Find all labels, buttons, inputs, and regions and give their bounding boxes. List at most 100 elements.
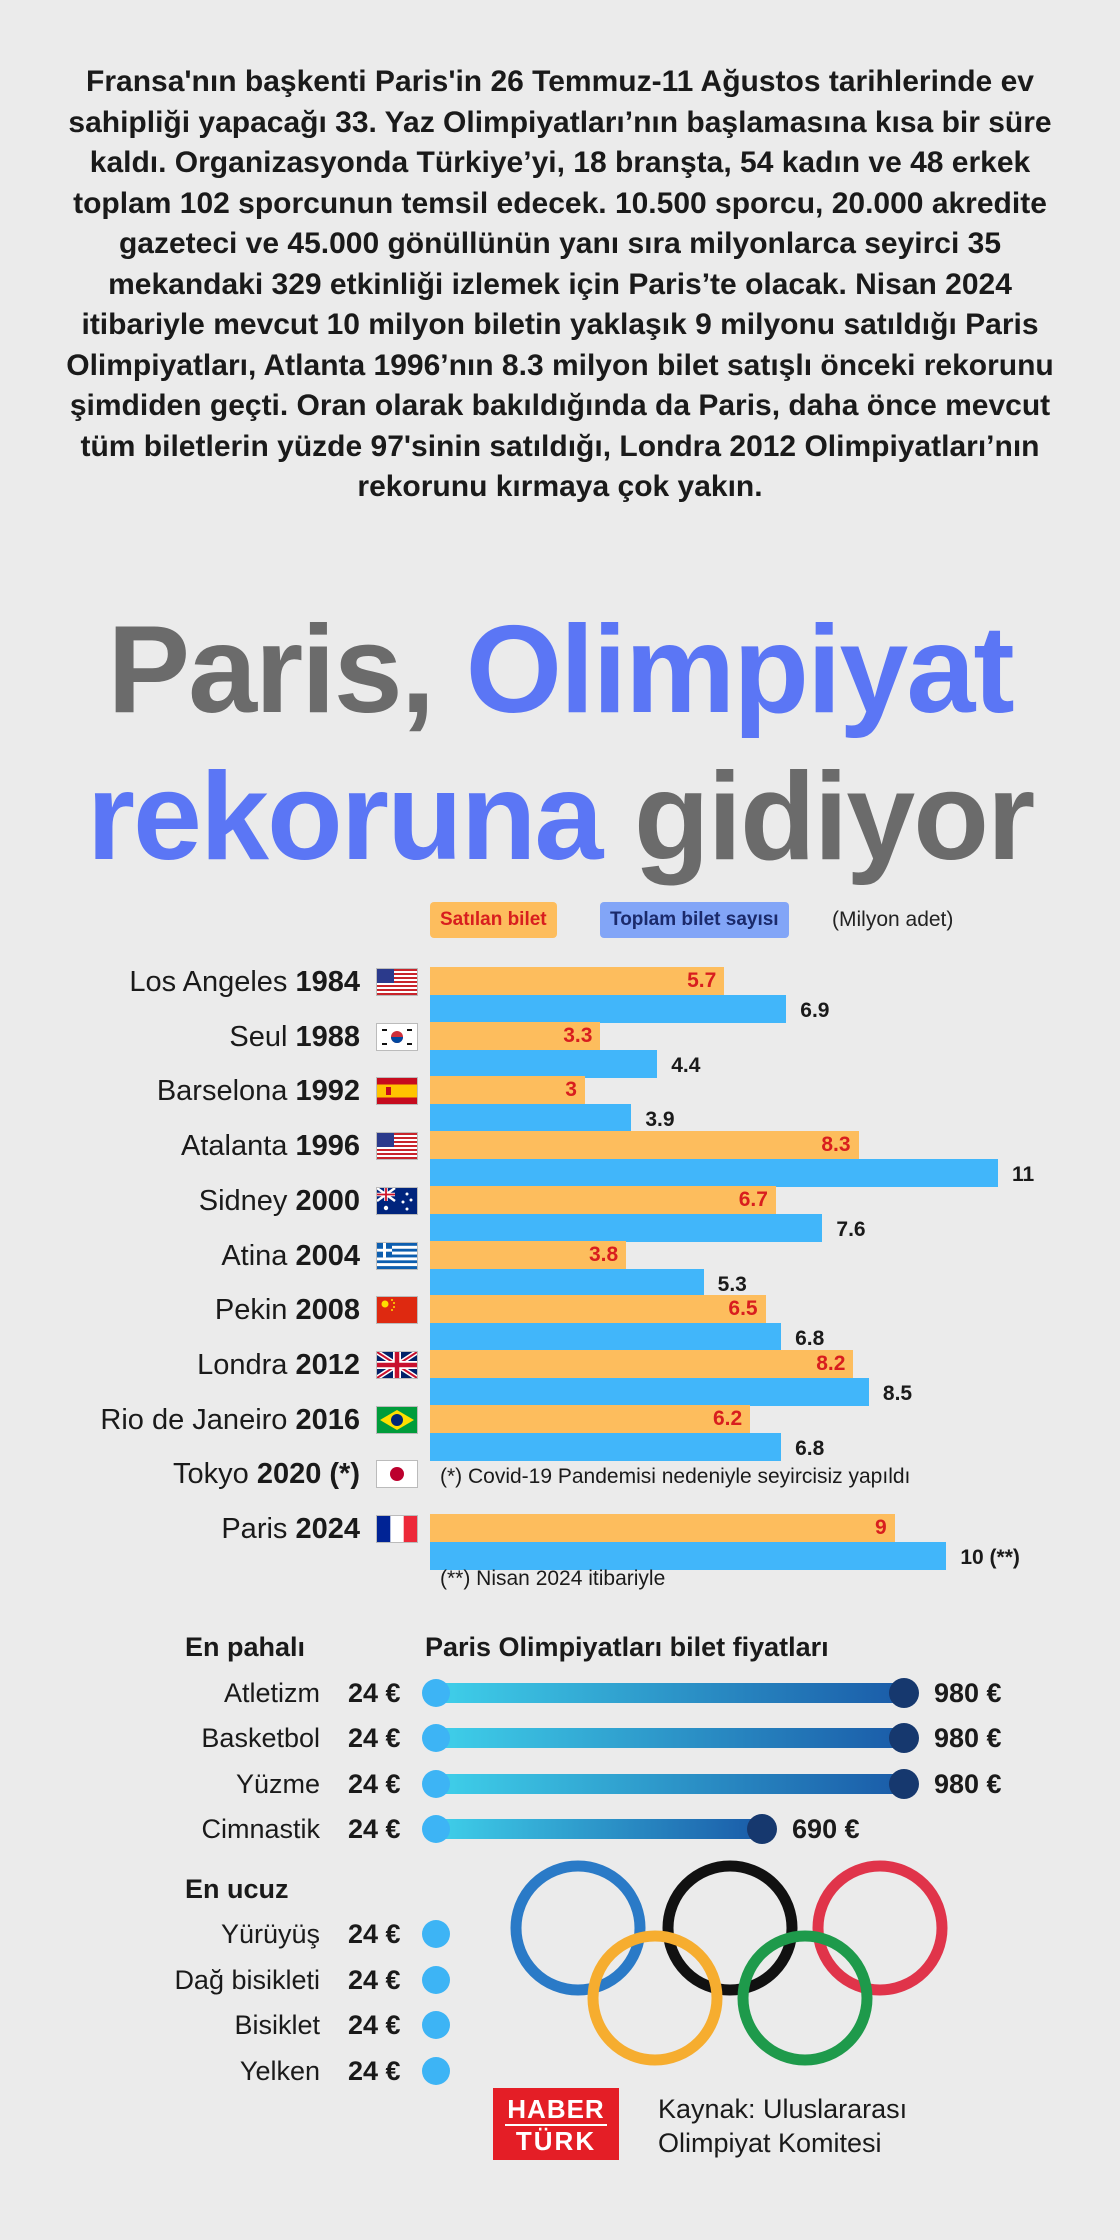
flag-au-icon (376, 1186, 418, 1215)
city-name: Rio de Janeiro (100, 1403, 296, 1436)
price-max: 980 € (934, 1677, 1002, 1708)
bar-sold (430, 1349, 854, 1378)
price-min: 24 € (348, 1723, 401, 1753)
price-range-bar (436, 1773, 904, 1794)
price-max-dot (747, 1814, 778, 1844)
games-year: 2004 (295, 1239, 360, 1272)
flag-gb-icon (376, 1350, 418, 1379)
bar-total (430, 995, 787, 1023)
value-total: 6.8 (795, 1436, 825, 1460)
flag-kr-icon (376, 1022, 418, 1051)
bar-sold (430, 1514, 895, 1542)
price-min-dot (422, 1769, 450, 1798)
sport-name: Atletizm (223, 1677, 320, 1708)
value-sold: 3.3 (563, 1023, 593, 1047)
city-name: Tokyo (173, 1458, 257, 1491)
ring-yellow (587, 1930, 723, 2066)
price-min: 24 € (348, 2055, 401, 2086)
bar-total (430, 1323, 782, 1352)
sport-name: Yürüyüş (220, 1919, 320, 1949)
row-label: Seul 1988 (229, 1020, 360, 1054)
bar-sold (430, 1076, 585, 1105)
price-min-dot (422, 1724, 450, 1752)
flag-us-icon (376, 968, 418, 996)
value-sold: 9 (875, 1516, 887, 1539)
value-total: 7.6 (836, 1217, 866, 1241)
ring-black (662, 1860, 798, 1996)
bar-sold (430, 1021, 601, 1050)
value-total: 10 (**) (960, 1546, 1020, 1569)
price-min-dot (422, 2011, 450, 2039)
flag-es-icon (376, 1077, 418, 1106)
row-label: Tokyo 2020 (*) (173, 1457, 360, 1491)
flag-us-icon (376, 1132, 418, 1161)
games-year: 1996 (295, 1130, 360, 1163)
bar-sold (430, 1295, 766, 1324)
legend-sold: Satılan bilet (430, 902, 557, 938)
bar-total (430, 1049, 658, 1078)
price-chart-title: Paris Olimpiyatları bilet fiyatları (425, 1632, 829, 1662)
value-total: 4.4 (671, 1053, 701, 1077)
bar-total (430, 1159, 998, 1188)
price-max-dot (889, 1677, 919, 1708)
city-name: Los Angeles (129, 966, 296, 998)
games-year: 1992 (295, 1075, 360, 1108)
price-max: 980 € (934, 1723, 1002, 1753)
logo-line-1: HABER (507, 2094, 605, 2124)
haberturk-logo: HABER TÜRK (493, 2088, 619, 2160)
bar-total (430, 1268, 704, 1297)
bar-total (430, 1377, 869, 1406)
value-total: 8.5 (882, 1381, 913, 1405)
value-sold: 6.7 (738, 1187, 768, 1211)
price-min-dot (422, 1678, 450, 1707)
row-label: Rio de Janeiro 2016 (100, 1403, 360, 1437)
value-sold: 5.7 (687, 969, 717, 992)
games-year: 2016 (295, 1403, 360, 1436)
value-sold: 6.5 (728, 1297, 758, 1321)
bar-sold (430, 1404, 751, 1433)
bar-sold (430, 1240, 627, 1269)
value-total: 5.3 (717, 1272, 747, 1296)
bar-total (430, 1432, 782, 1461)
price-range-bar (436, 1819, 763, 1839)
city-name: Atalanta (181, 1130, 296, 1163)
games-year: 1984 (295, 966, 360, 998)
value-sold: 6.2 (712, 1406, 743, 1430)
intro-paragraph: Fransa'nın başkenti Paris'in 26 Temmuz-1… (66, 65, 1054, 503)
price-max: 980 € (934, 1768, 1002, 1799)
sport-name: Dağ bisikleti (174, 1964, 320, 1995)
value-sold: 8.3 (821, 1133, 851, 1157)
sport-name: Bisiklet (234, 2010, 320, 2040)
price-max-dot (889, 1768, 919, 1799)
sport-name: Yelken (239, 2055, 320, 2086)
bar-sold (430, 1131, 859, 1160)
price-range-bar (436, 1682, 904, 1703)
flag-cn-icon (376, 1296, 418, 1325)
price-group-label: En ucuz (185, 1873, 289, 1904)
price-min: 24 € (348, 1964, 401, 1995)
row-label: Londra 2012 (197, 1348, 360, 1382)
headline-line-1: Paris, Olimpiyat (0, 605, 1120, 735)
city-name: Seul (229, 1020, 296, 1053)
bar-total (430, 1213, 823, 1242)
games-year: 2000 (295, 1184, 360, 1217)
ring-red (812, 1860, 948, 1996)
price-max: 690 € (792, 1814, 860, 1844)
city-name: Barselona (156, 1075, 296, 1108)
price-min: 24 € (348, 1919, 401, 1949)
flag-jp-icon (376, 1460, 418, 1489)
price-min-dot (422, 1965, 450, 1994)
sport-name: Yüzme (235, 1768, 320, 1799)
price-max-dot (889, 1723, 919, 1753)
price-min: 24 € (348, 1768, 401, 1799)
logo-divider (505, 2124, 607, 2126)
headline-part-1: Paris, (107, 601, 466, 739)
logo-line-2: TÜRK (515, 2126, 597, 2156)
price-group-label: En pahalı (185, 1632, 306, 1662)
value-sold: 3.8 (589, 1242, 619, 1266)
value-sold: 3 (565, 1078, 577, 1102)
bar-total (430, 1542, 947, 1570)
value-total: 6.9 (800, 999, 830, 1022)
flag-fr-icon (376, 1515, 418, 1543)
headline-part-4: gidiyor (601, 748, 1035, 886)
